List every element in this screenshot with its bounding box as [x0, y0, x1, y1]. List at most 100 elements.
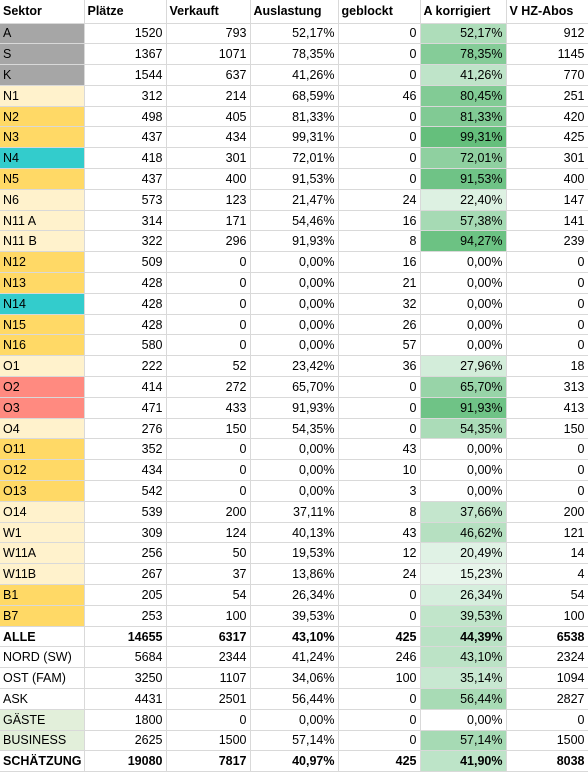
- geblockt-cell[interactable]: 246: [338, 646, 421, 669]
- auslastung-cell[interactable]: 21,47%: [250, 189, 339, 211]
- plaetze-cell[interactable]: 314: [84, 210, 167, 232]
- v-hz-abos-cell[interactable]: 400: [506, 168, 588, 190]
- v-hz-abos-cell[interactable]: 1500: [506, 730, 588, 752]
- plaetze-cell[interactable]: 253: [84, 605, 167, 627]
- header-auslastung[interactable]: Auslastung: [250, 0, 339, 24]
- plaetze-cell[interactable]: 1544: [84, 64, 167, 86]
- geblockt-cell[interactable]: 26: [338, 314, 421, 336]
- plaetze-cell[interactable]: 19080: [84, 750, 167, 772]
- a-korrigiert-cell[interactable]: 65,70%: [420, 376, 507, 398]
- v-hz-abos-cell[interactable]: 14: [506, 542, 588, 565]
- v-hz-abos-cell[interactable]: 0: [506, 314, 588, 336]
- sektor-cell[interactable]: B7: [0, 605, 85, 627]
- verkauft-cell[interactable]: 0: [166, 438, 251, 461]
- a-korrigiert-cell[interactable]: 0,00%: [420, 459, 507, 482]
- geblockt-cell[interactable]: 16: [338, 210, 421, 232]
- verkauft-cell[interactable]: 1107: [166, 667, 251, 689]
- geblockt-cell[interactable]: 0: [338, 43, 421, 66]
- auslastung-cell[interactable]: 0,00%: [250, 334, 339, 357]
- v-hz-abos-cell[interactable]: 0: [506, 438, 588, 461]
- geblockt-cell[interactable]: 0: [338, 23, 421, 45]
- verkauft-cell[interactable]: 1071: [166, 43, 251, 66]
- auslastung-cell[interactable]: 65,70%: [250, 376, 339, 398]
- auslastung-cell[interactable]: 99,31%: [250, 126, 339, 149]
- plaetze-cell[interactable]: 509: [84, 251, 167, 274]
- geblockt-cell[interactable]: 21: [338, 272, 421, 294]
- plaetze-cell[interactable]: 580: [84, 334, 167, 357]
- a-korrigiert-cell[interactable]: 99,31%: [420, 126, 507, 149]
- geblockt-cell[interactable]: 0: [338, 147, 421, 170]
- verkauft-cell[interactable]: 296: [166, 230, 251, 253]
- a-korrigiert-cell[interactable]: 41,26%: [420, 64, 507, 86]
- sektor-cell[interactable]: ALLE: [0, 626, 85, 648]
- sektor-cell[interactable]: ASK: [0, 688, 85, 710]
- verkauft-cell[interactable]: 123: [166, 189, 251, 211]
- geblockt-cell[interactable]: 12: [338, 542, 421, 565]
- a-korrigiert-cell[interactable]: 27,96%: [420, 355, 507, 378]
- geblockt-cell[interactable]: 100: [338, 667, 421, 689]
- sektor-cell[interactable]: SCHÄTZUNG: [0, 750, 85, 772]
- geblockt-cell[interactable]: 16: [338, 251, 421, 274]
- v-hz-abos-cell[interactable]: 200: [506, 501, 588, 523]
- geblockt-cell[interactable]: 36: [338, 355, 421, 378]
- geblockt-cell[interactable]: 0: [338, 397, 421, 419]
- verkauft-cell[interactable]: 0: [166, 293, 251, 315]
- sektor-cell[interactable]: N16: [0, 334, 85, 357]
- geblockt-cell[interactable]: 0: [338, 688, 421, 710]
- verkauft-cell[interactable]: 124: [166, 522, 251, 544]
- plaetze-cell[interactable]: 3250: [84, 667, 167, 689]
- a-korrigiert-cell[interactable]: 39,53%: [420, 605, 507, 627]
- v-hz-abos-cell[interactable]: 0: [506, 334, 588, 357]
- auslastung-cell[interactable]: 0,00%: [250, 251, 339, 274]
- plaetze-cell[interactable]: 1520: [84, 23, 167, 45]
- geblockt-cell[interactable]: 0: [338, 106, 421, 128]
- verkauft-cell[interactable]: 0: [166, 272, 251, 294]
- verkauft-cell[interactable]: 637: [166, 64, 251, 86]
- auslastung-cell[interactable]: 91,93%: [250, 230, 339, 253]
- v-hz-abos-cell[interactable]: 54: [506, 584, 588, 606]
- verkauft-cell[interactable]: 150: [166, 418, 251, 440]
- sektor-cell[interactable]: BUSINESS: [0, 730, 85, 752]
- verkauft-cell[interactable]: 50: [166, 542, 251, 565]
- a-korrigiert-cell[interactable]: 0,00%: [420, 334, 507, 357]
- sektor-cell[interactable]: O4: [0, 418, 85, 440]
- a-korrigiert-cell[interactable]: 72,01%: [420, 147, 507, 170]
- header-plaetze[interactable]: Plätze: [84, 0, 167, 24]
- plaetze-cell[interactable]: 222: [84, 355, 167, 378]
- sektor-cell[interactable]: N6: [0, 189, 85, 211]
- auslastung-cell[interactable]: 91,93%: [250, 397, 339, 419]
- auslastung-cell[interactable]: 23,42%: [250, 355, 339, 378]
- plaetze-cell[interactable]: 428: [84, 293, 167, 315]
- verkauft-cell[interactable]: 793: [166, 23, 251, 45]
- sektor-cell[interactable]: B1: [0, 584, 85, 606]
- geblockt-cell[interactable]: 0: [338, 730, 421, 752]
- sektor-cell[interactable]: N14: [0, 293, 85, 315]
- auslastung-cell[interactable]: 57,14%: [250, 730, 339, 752]
- auslastung-cell[interactable]: 13,86%: [250, 563, 339, 586]
- auslastung-cell[interactable]: 78,35%: [250, 43, 339, 66]
- geblockt-cell[interactable]: 43: [338, 522, 421, 544]
- verkauft-cell[interactable]: 301: [166, 147, 251, 170]
- auslastung-cell[interactable]: 0,00%: [250, 438, 339, 461]
- plaetze-cell[interactable]: 428: [84, 272, 167, 294]
- verkauft-cell[interactable]: 54: [166, 584, 251, 606]
- a-korrigiert-cell[interactable]: 0,00%: [420, 314, 507, 336]
- v-hz-abos-cell[interactable]: 420: [506, 106, 588, 128]
- plaetze-cell[interactable]: 276: [84, 418, 167, 440]
- v-hz-abos-cell[interactable]: 18: [506, 355, 588, 378]
- a-korrigiert-cell[interactable]: 41,90%: [420, 750, 507, 772]
- sektor-cell[interactable]: GÄSTE: [0, 709, 85, 731]
- plaetze-cell[interactable]: 471: [84, 397, 167, 419]
- geblockt-cell[interactable]: 57: [338, 334, 421, 357]
- plaetze-cell[interactable]: 414: [84, 376, 167, 398]
- v-hz-abos-cell[interactable]: 425: [506, 126, 588, 149]
- plaetze-cell[interactable]: 5684: [84, 646, 167, 669]
- verkauft-cell[interactable]: 6317: [166, 626, 251, 648]
- v-hz-abos-cell[interactable]: 141: [506, 210, 588, 232]
- sektor-cell[interactable]: K: [0, 64, 85, 86]
- v-hz-abos-cell[interactable]: 6538: [506, 626, 588, 648]
- plaetze-cell[interactable]: 14655: [84, 626, 167, 648]
- plaetze-cell[interactable]: 2625: [84, 730, 167, 752]
- v-hz-abos-cell[interactable]: 2827: [506, 688, 588, 710]
- verkauft-cell[interactable]: 100: [166, 605, 251, 627]
